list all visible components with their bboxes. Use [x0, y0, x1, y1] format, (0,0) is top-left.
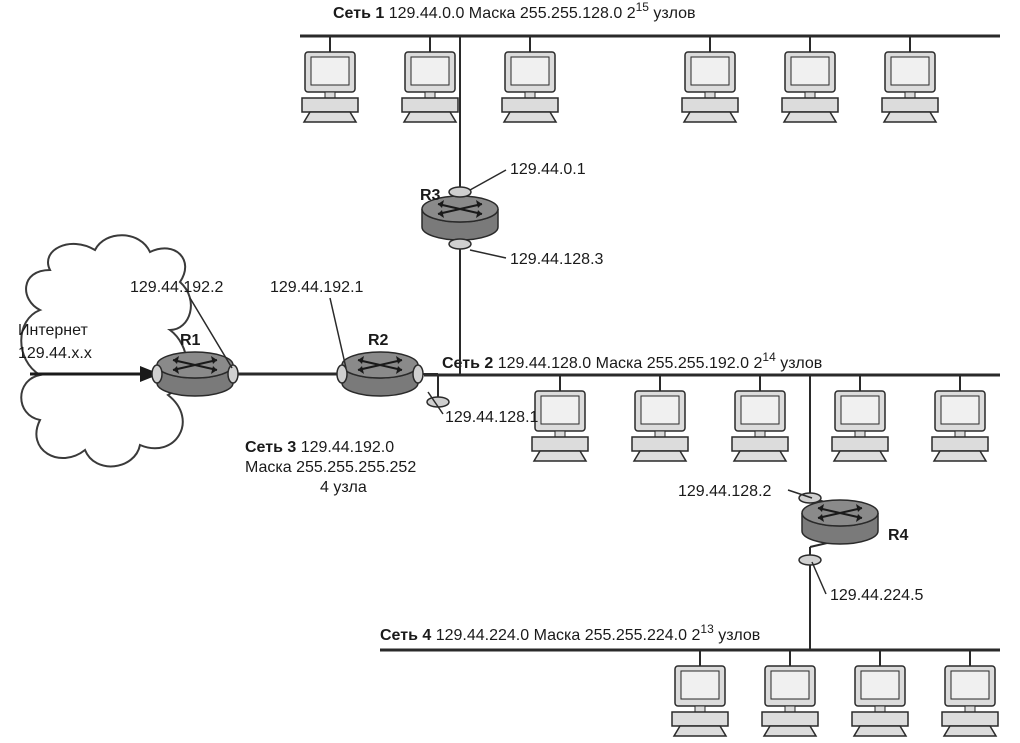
- interface-icon: [799, 555, 821, 565]
- pc-icon: [532, 375, 588, 461]
- n3-title: Сеть 3: [245, 439, 296, 456]
- n2-ip: 129.44.128.0: [498, 355, 592, 372]
- pc-icon: [882, 36, 938, 122]
- pc-icon: [302, 36, 358, 122]
- svg-text:Сеть 2 129.44.12: Сеть 2 129.44.128.0 Маска 255.255.192.0 …: [442, 350, 822, 372]
- router-r2: [342, 352, 418, 396]
- pc-icon: [732, 375, 788, 461]
- router-r1: [157, 352, 233, 396]
- n1-mask-label: Маска: [469, 5, 516, 22]
- n4-hosts-base: 2: [691, 627, 700, 644]
- pcs-network-4: [672, 650, 998, 736]
- interface-icon: [449, 187, 471, 197]
- n2-title: Сеть 2: [442, 355, 493, 372]
- n2-hosts-exp: 14: [762, 350, 776, 364]
- n3-mask: 255.255.255.252: [296, 459, 416, 476]
- if-r3-top-label: 129.44.0.1: [510, 161, 586, 178]
- internet-label: Интернет: [18, 322, 88, 339]
- n3-mask-label: Маска: [245, 459, 292, 476]
- if-r3-bottom-label: 129.44.128.3: [510, 251, 604, 268]
- interface-labels: 129.44.192.2 129.44.192.1 129.44.128.1 1…: [130, 161, 924, 604]
- n2-hosts-base: 2: [753, 355, 762, 372]
- n4-hosts-suffix: узлов: [718, 627, 760, 644]
- n2-mask: 255.255.192.0: [647, 355, 749, 372]
- n4-ip: 129.44.224.0: [436, 627, 530, 644]
- internet-prefix: 129.44.x.x: [18, 345, 92, 362]
- r3-label: R3: [420, 187, 441, 204]
- n4-hosts-exp: 13: [700, 622, 714, 636]
- if-r4-top-label: 129.44.128.2: [678, 483, 772, 500]
- n4-mask: 255.255.224.0: [585, 627, 687, 644]
- n2-hosts-suffix: узлов: [780, 355, 822, 372]
- n1-hosts-base: 2: [627, 5, 636, 22]
- if-r4-bottom-label: 129.44.224.5: [830, 587, 924, 604]
- svg-text:Сеть 1 129.44.0.: Сеть 1 129.44.0.0 Маска 255.255.128.0 21…: [333, 0, 695, 22]
- n1-title: Сеть 1: [333, 5, 384, 22]
- n3-hosts: 4 узла: [320, 479, 367, 496]
- network-4: Сеть 4 129.44.224.0 Маска 255.255.224.0 …: [380, 622, 1000, 650]
- internet-cloud: Интернет 129.44.x.x: [18, 235, 191, 466]
- pc-icon: [502, 36, 558, 122]
- pc-icon: [632, 375, 688, 461]
- pcs-network-2: [532, 375, 988, 461]
- n1-hosts-exp: 15: [636, 0, 650, 14]
- n4-title: Сеть 4: [380, 627, 431, 644]
- pc-icon: [682, 36, 738, 122]
- svg-text:Сеть 4 129.44.22: Сеть 4 129.44.224.0 Маска 255.255.224.0 …: [380, 622, 760, 644]
- n1-mask: 255.255.128.0: [520, 5, 622, 22]
- r2-label: R2: [368, 332, 389, 349]
- n1-hosts-suffix: узлов: [653, 5, 695, 22]
- if-r2-right-label: 129.44.128.1: [445, 409, 539, 426]
- if-r2-left-label: 129.44.192.1: [270, 279, 364, 296]
- pcs-network-1: [302, 36, 938, 122]
- if-r1-right-label: 129.44.192.2: [130, 279, 224, 296]
- r4-label: R4: [888, 527, 909, 544]
- pc-icon: [402, 36, 458, 122]
- network-diagram: Интернет 129.44.x.x Сеть 1 129.44.0.0 Ма…: [0, 0, 1020, 743]
- interface-icon: [413, 365, 423, 383]
- network-2: Сеть 2 129.44.128.0 Маска 255.255.192.0 …: [424, 350, 1000, 375]
- pc-icon: [942, 650, 998, 736]
- pc-icon: [762, 650, 818, 736]
- n1-ip: 129.44.0.0: [389, 5, 465, 22]
- interface-icon: [228, 365, 238, 383]
- n2-mask-label: Маска: [596, 355, 643, 372]
- pc-icon: [782, 36, 838, 122]
- r1-label: R1: [180, 332, 201, 349]
- n4-mask-label: Маска: [534, 627, 581, 644]
- pc-icon: [832, 375, 888, 461]
- pc-icon: [672, 650, 728, 736]
- router-r4: [802, 500, 878, 544]
- n3-ip: 129.44.192.0: [301, 439, 395, 456]
- svg-text:Сеть 3 129.44.19: Сеть 3 129.44.192.0: [245, 439, 394, 456]
- network-1: Сеть 1 129.44.0.0 Маска 255.255.128.0 21…: [300, 0, 1000, 36]
- interface-icon: [152, 365, 162, 383]
- interface-icon: [449, 239, 471, 249]
- pc-icon: [932, 375, 988, 461]
- svg-text:Маска 255.255.25: Маска 255.255.255.252: [245, 459, 416, 476]
- pc-icon: [852, 650, 908, 736]
